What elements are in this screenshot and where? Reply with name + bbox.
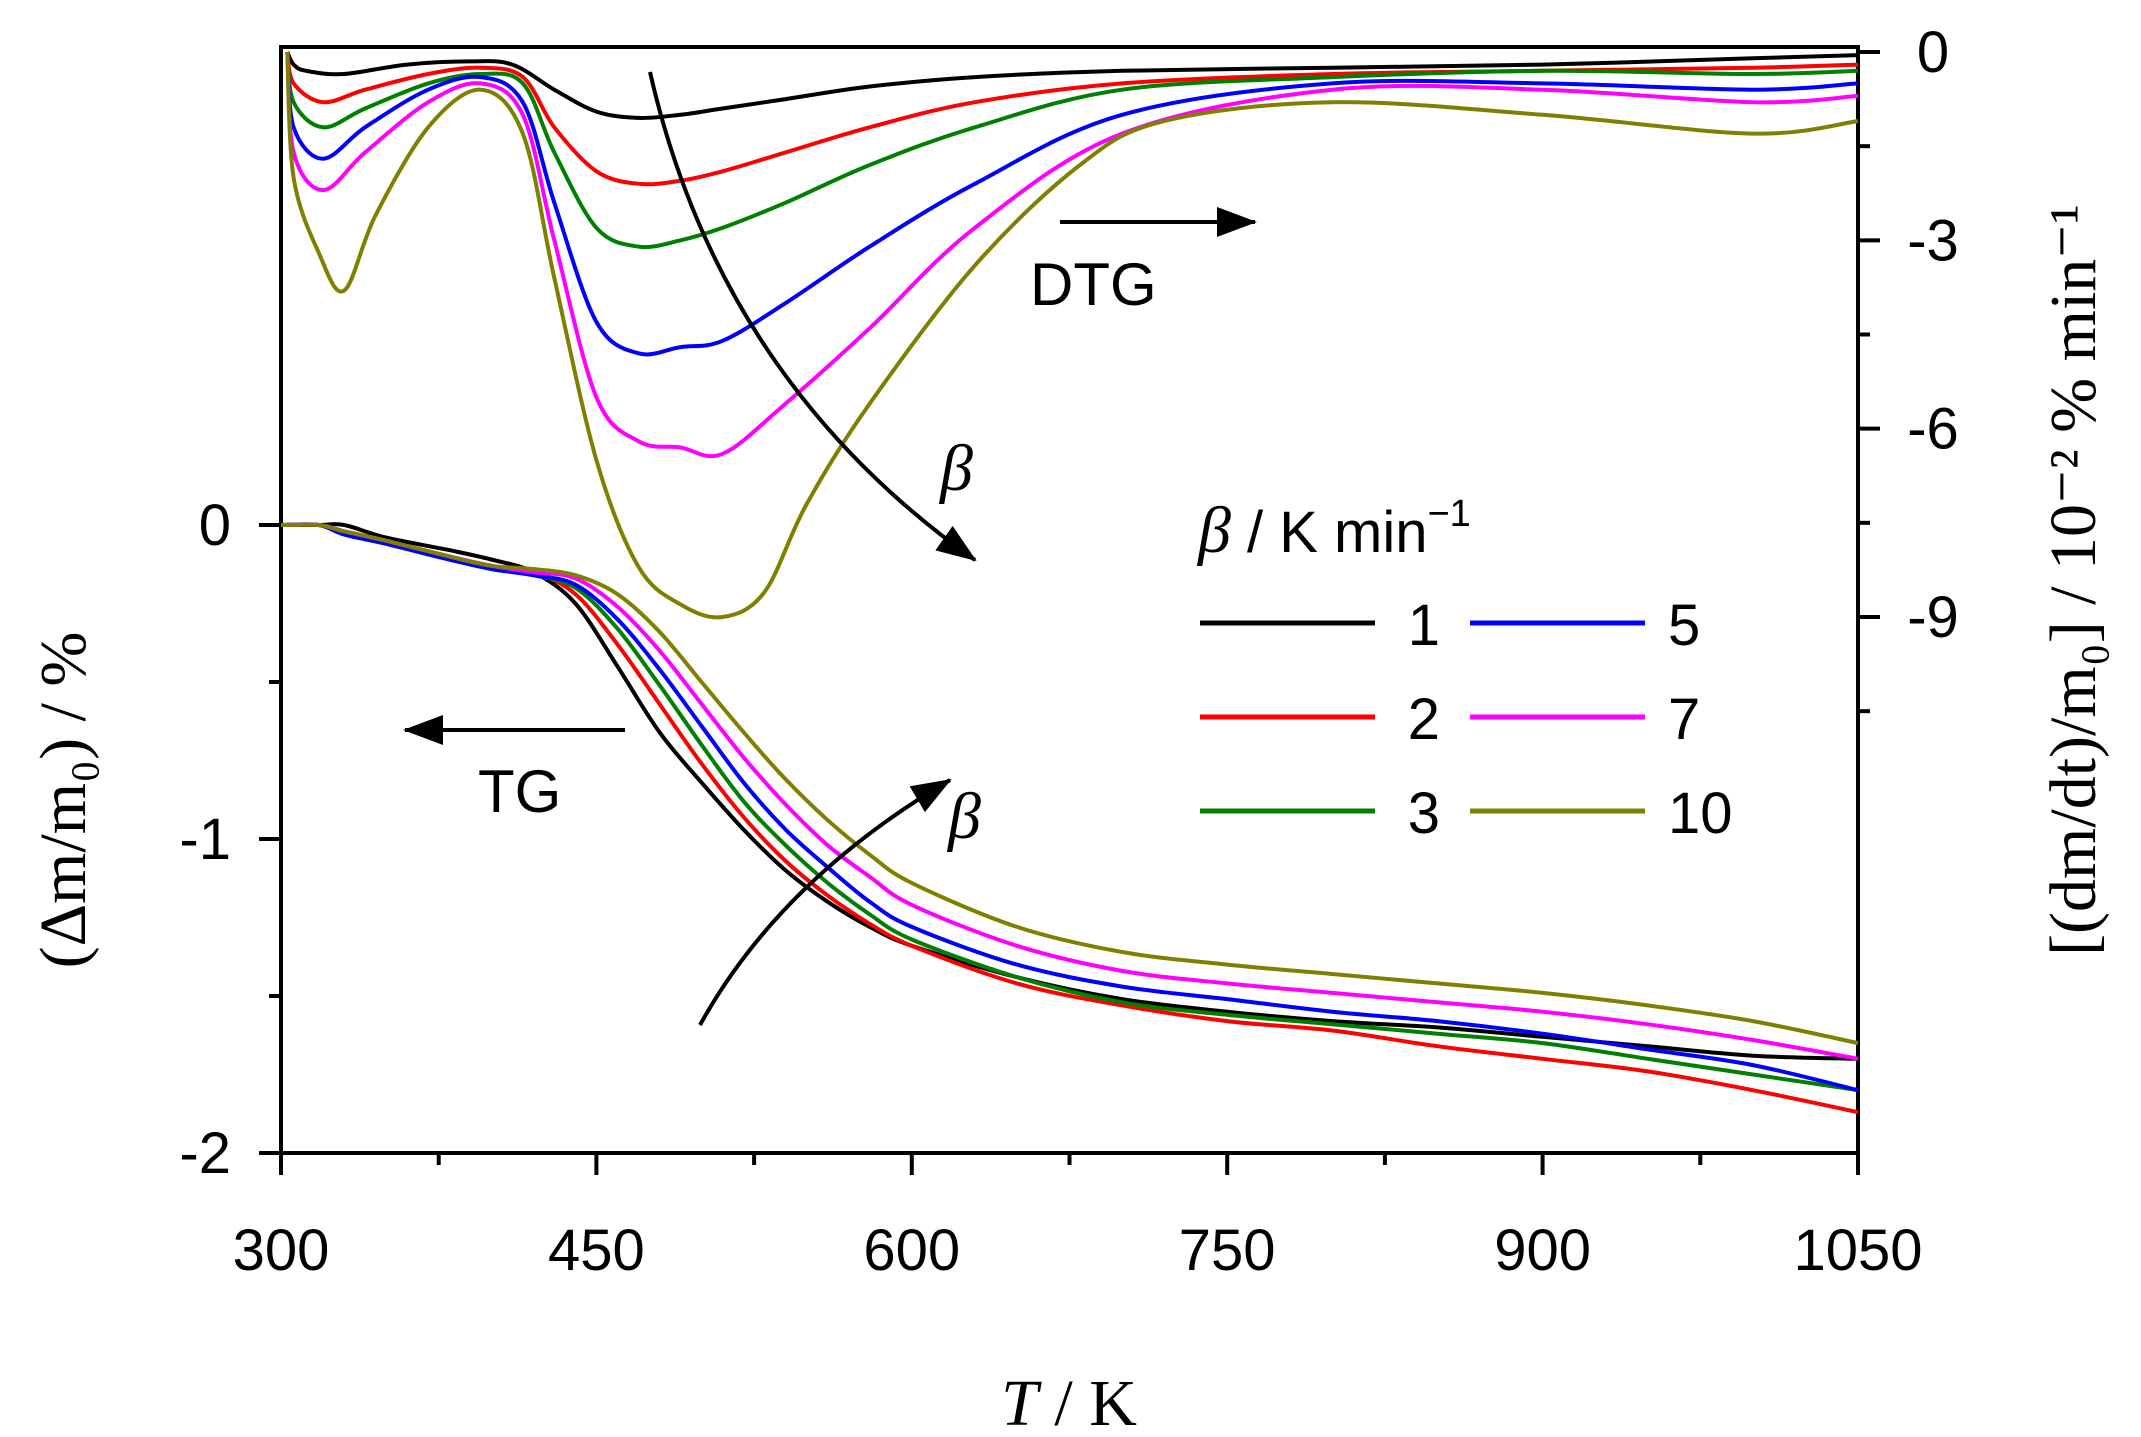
x-tick-label: 750: [1179, 1218, 1276, 1283]
plot-frame: [279, 45, 1860, 1155]
legend-title: β / K min−1: [1196, 493, 1471, 567]
legend: β / K min−1 1 2 3 5 7 10: [1196, 493, 1733, 846]
dtg-line-10: [285, 51, 1859, 620]
y-axis-right: 0 -3 -6 -9: [1858, 20, 1959, 714]
tg-line-10: [280, 522, 1859, 1046]
y-right-tick-label: -6: [1907, 397, 1959, 462]
dtg-line-5: [285, 51, 1859, 357]
dtg-line-7: [285, 51, 1859, 459]
legend-label-10: 10: [1668, 781, 1733, 846]
y-right-title: [(dm/dt)/m₀] / 10⁻² % min⁻¹: [2037, 204, 2110, 956]
tg-line-5: [280, 522, 1859, 1093]
legend-items: 1 2 3 5 7 10: [1200, 593, 1733, 846]
x-axis: 300 450 600 750 900 1050: [233, 1153, 1923, 1283]
beta-tg-arrow: [698, 778, 952, 1026]
x-axis-title: T / K: [1001, 1367, 1137, 1437]
legend-title-symbol: β: [1196, 494, 1231, 567]
legend-title-exponent: −1: [1427, 493, 1470, 535]
x-axis-unit: / K: [1038, 1367, 1137, 1437]
legend-label-3: 3: [1408, 781, 1440, 846]
x-tick-label: 450: [548, 1218, 645, 1283]
plot-area: [279, 45, 1860, 1155]
y-right-tick-label: -3: [1907, 208, 1959, 273]
legend-title-unit: / K min: [1231, 500, 1428, 565]
x-tick-label: 1050: [1793, 1218, 1922, 1283]
legend-label-2: 2: [1408, 687, 1440, 752]
legend-label-1: 1: [1408, 593, 1440, 658]
beta-dtg-label: β: [938, 432, 973, 505]
tg-label: TG: [478, 758, 561, 825]
x-tick-label: 600: [863, 1218, 960, 1283]
legend-label-7: 7: [1668, 687, 1700, 752]
tg-curves: [280, 522, 1859, 1115]
legend-label-5: 5: [1668, 593, 1700, 658]
tg-line-1: [281, 522, 1859, 1061]
y-axis-left: 0 -1 -2: [179, 493, 281, 1186]
x-tick-label: 900: [1494, 1218, 1591, 1283]
x-tick-label: 300: [233, 1218, 330, 1283]
y-left-title: (Δm/m₀) / %: [27, 632, 100, 969]
dtg-curves: [285, 51, 1859, 620]
dtg-label: DTG: [1030, 251, 1157, 318]
y-left-tick-label: -2: [179, 1121, 231, 1186]
y-right-tick-label: -9: [1907, 585, 1959, 650]
dtg-line-1: [285, 51, 1859, 120]
dtg-line-3: [285, 51, 1859, 250]
y-left-tick-label: 0: [199, 493, 231, 558]
beta-dtg-arrow: [648, 71, 977, 562]
y-right-tick-label: 0: [1917, 20, 1949, 85]
x-axis-var: T: [1001, 1367, 1042, 1437]
y-left-tick-label: -1: [179, 807, 231, 872]
beta-tg-label: β: [946, 780, 981, 853]
